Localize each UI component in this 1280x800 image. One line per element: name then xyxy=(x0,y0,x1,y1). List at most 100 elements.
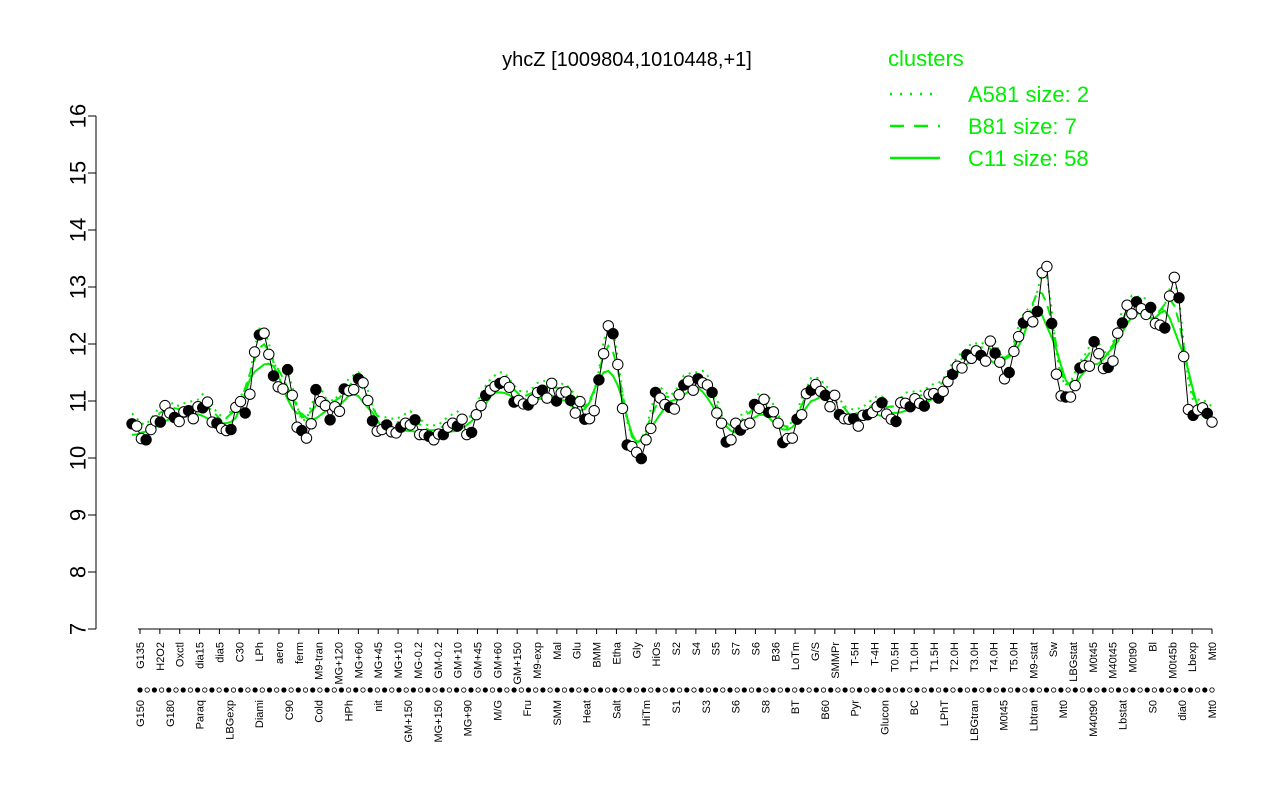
data-point xyxy=(918,400,930,412)
x-marker-dot xyxy=(432,687,438,693)
y-tick-label: 11 xyxy=(66,390,91,413)
x-marker-dot xyxy=(324,687,330,693)
x-marker-dot xyxy=(1094,687,1100,693)
x-tick-label: MG-0.2 xyxy=(413,642,425,679)
data-point xyxy=(1116,317,1129,329)
x-marker-dot xyxy=(468,687,474,693)
x-marker-dot xyxy=(252,687,258,693)
x-tick-label: B60 xyxy=(820,700,832,720)
data-point xyxy=(673,389,685,401)
x-marker-dot xyxy=(338,687,344,693)
data-point xyxy=(362,394,374,407)
data-point xyxy=(956,362,968,374)
data-point xyxy=(1093,348,1105,360)
x-tick-label: S8 xyxy=(760,700,772,713)
x-tick-label: Bl xyxy=(1147,642,1159,652)
x-marker-dot xyxy=(964,687,971,693)
data-point xyxy=(824,401,836,413)
data-point xyxy=(588,405,600,417)
x-tick-label: C90 xyxy=(284,700,296,720)
x-marker-dot xyxy=(1180,687,1186,693)
x-marker-dot xyxy=(1173,687,1179,693)
x-tick-label: BC xyxy=(909,700,921,715)
x-marker-dot xyxy=(899,687,906,693)
data-point xyxy=(979,355,992,367)
data-point xyxy=(937,385,949,397)
x-tick-label: G150 xyxy=(135,700,147,727)
x-marker-dot xyxy=(475,687,481,693)
x-marker-dot xyxy=(497,687,503,693)
x-marker-dot xyxy=(504,687,510,693)
x-tick-label: T5.0H xyxy=(1008,642,1020,672)
x-tick-label: HiTm xyxy=(641,700,653,726)
y-tick-label: 9 xyxy=(66,509,91,521)
data-point xyxy=(1159,322,1171,334)
data-point xyxy=(409,414,421,426)
x-marker-dot xyxy=(317,687,323,693)
x-tick-label: S6 xyxy=(750,642,762,655)
data-point xyxy=(1046,317,1058,330)
data-point xyxy=(706,386,718,399)
x-marker-dot xyxy=(310,687,316,693)
x-tick-label: GM+150 xyxy=(403,700,415,743)
x-tick-label: H2O2 xyxy=(155,642,167,671)
data-point xyxy=(281,363,294,376)
x-tick-label: Fru xyxy=(522,700,534,717)
data-point xyxy=(239,407,251,419)
data-point xyxy=(310,383,322,396)
y-tick-label: 16 xyxy=(66,104,91,128)
x-tick-label: Diami xyxy=(254,700,266,728)
x-tick-label: GM+45 xyxy=(472,642,484,678)
data-point xyxy=(546,377,558,389)
x-tick-label: LBGstat xyxy=(1068,642,1080,682)
data-point xyxy=(1163,290,1176,302)
x-marker-dot xyxy=(367,687,373,693)
data-point xyxy=(989,347,1001,359)
x-marker-dot xyxy=(144,687,150,693)
x-marker-dot xyxy=(763,687,769,693)
x-marker-dot xyxy=(569,687,575,693)
x-tick-label: Lbtran xyxy=(1028,700,1040,731)
data-point xyxy=(984,335,996,347)
x-marker-dot xyxy=(914,687,920,693)
x-tick-label: Glu xyxy=(572,642,584,659)
data-point xyxy=(258,327,270,339)
x-marker-dot xyxy=(856,687,863,693)
x-marker-dot xyxy=(381,687,388,693)
x-tick-label: M0t45b xyxy=(1167,642,1179,679)
data-point xyxy=(876,397,888,409)
x-marker-dot xyxy=(957,687,963,693)
x-tick-label: M9-tran xyxy=(314,642,326,680)
x-marker-dot xyxy=(971,687,978,693)
data-point xyxy=(131,420,143,432)
data-point xyxy=(772,417,784,429)
x-tick-label: aero xyxy=(274,642,286,664)
data-point xyxy=(725,434,737,446)
data-point xyxy=(645,422,657,435)
x-tick-label: Etha xyxy=(611,641,623,665)
x-tick-label: G180 xyxy=(165,700,177,727)
x-marker-dot xyxy=(734,687,740,693)
x-tick-label: T4.0H xyxy=(989,642,1001,672)
data-point xyxy=(348,383,360,396)
x-tick-label: SMMPr xyxy=(830,642,842,679)
x-marker-dot xyxy=(842,687,848,693)
legend-label-b81: B81 size: 7 xyxy=(968,114,1077,139)
x-tick-label: M9-stat xyxy=(1028,642,1040,679)
x-tick-label: LBGtran xyxy=(969,700,981,741)
x-marker-dot xyxy=(439,687,445,693)
data-point xyxy=(890,415,902,428)
data-point xyxy=(140,434,152,446)
x-marker-dot xyxy=(209,687,215,693)
x-marker-dot xyxy=(835,687,841,693)
x-marker-dot xyxy=(1036,687,1042,693)
x-tick-label: MG+60 xyxy=(353,642,365,678)
x-marker-dot xyxy=(216,687,222,693)
data-point xyxy=(564,394,577,407)
x-tick-label: M0t45 xyxy=(999,700,1011,731)
data-point xyxy=(796,409,808,421)
x-marker-dot xyxy=(705,687,712,693)
data-point xyxy=(1041,260,1053,273)
x-marker-dot xyxy=(453,687,460,693)
x-tick-label: GM+60 xyxy=(492,642,504,678)
